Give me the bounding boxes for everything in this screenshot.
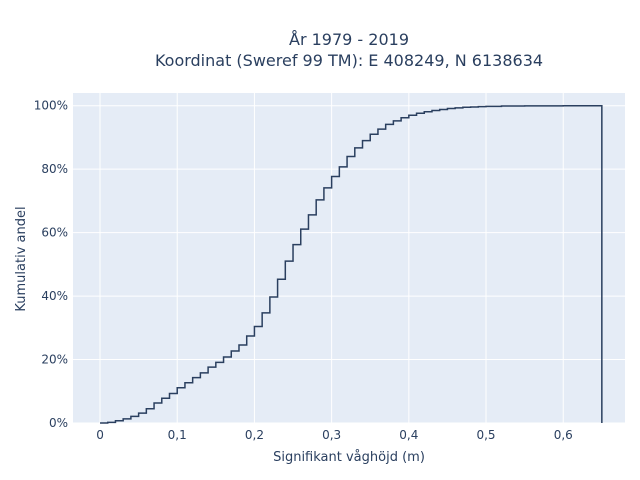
y-tick-label: 40%	[41, 289, 68, 303]
plot-area	[73, 93, 625, 423]
x-tick-label: 0,3	[322, 428, 341, 442]
tick-labels: 0 0,1 0,2 0,3 0,4 0,5 0,6 0% 20% 40% 60% 80% 100%	[34, 99, 573, 442]
x-tick-label: 0	[96, 428, 104, 442]
chart-title-line1: År 1979 - 2019	[289, 30, 409, 49]
y-tick-label: 60%	[41, 226, 68, 240]
ecdf-step-line	[100, 104, 603, 424]
y-tick-label: 100%	[34, 99, 68, 113]
y-tick-label: 80%	[41, 162, 68, 176]
series-layer	[100, 104, 603, 424]
y-axis-title: Kumulativ andel	[14, 206, 29, 311]
x-tick-label: 0,2	[245, 428, 264, 442]
chart-title-line2: Koordinat (Sweref 99 TM): E 408249, N 61…	[155, 51, 543, 70]
x-tick-label: 0,4	[399, 428, 418, 442]
x-tick-label: 0,1	[168, 428, 187, 442]
y-tick-label: 20%	[41, 353, 68, 367]
x-tick-label: 0,5	[476, 428, 495, 442]
y-tick-label: 0%	[49, 416, 68, 430]
x-axis-title: Signifikant våghöjd (m)	[273, 450, 425, 465]
x-tick-label: 0,6	[554, 428, 573, 442]
